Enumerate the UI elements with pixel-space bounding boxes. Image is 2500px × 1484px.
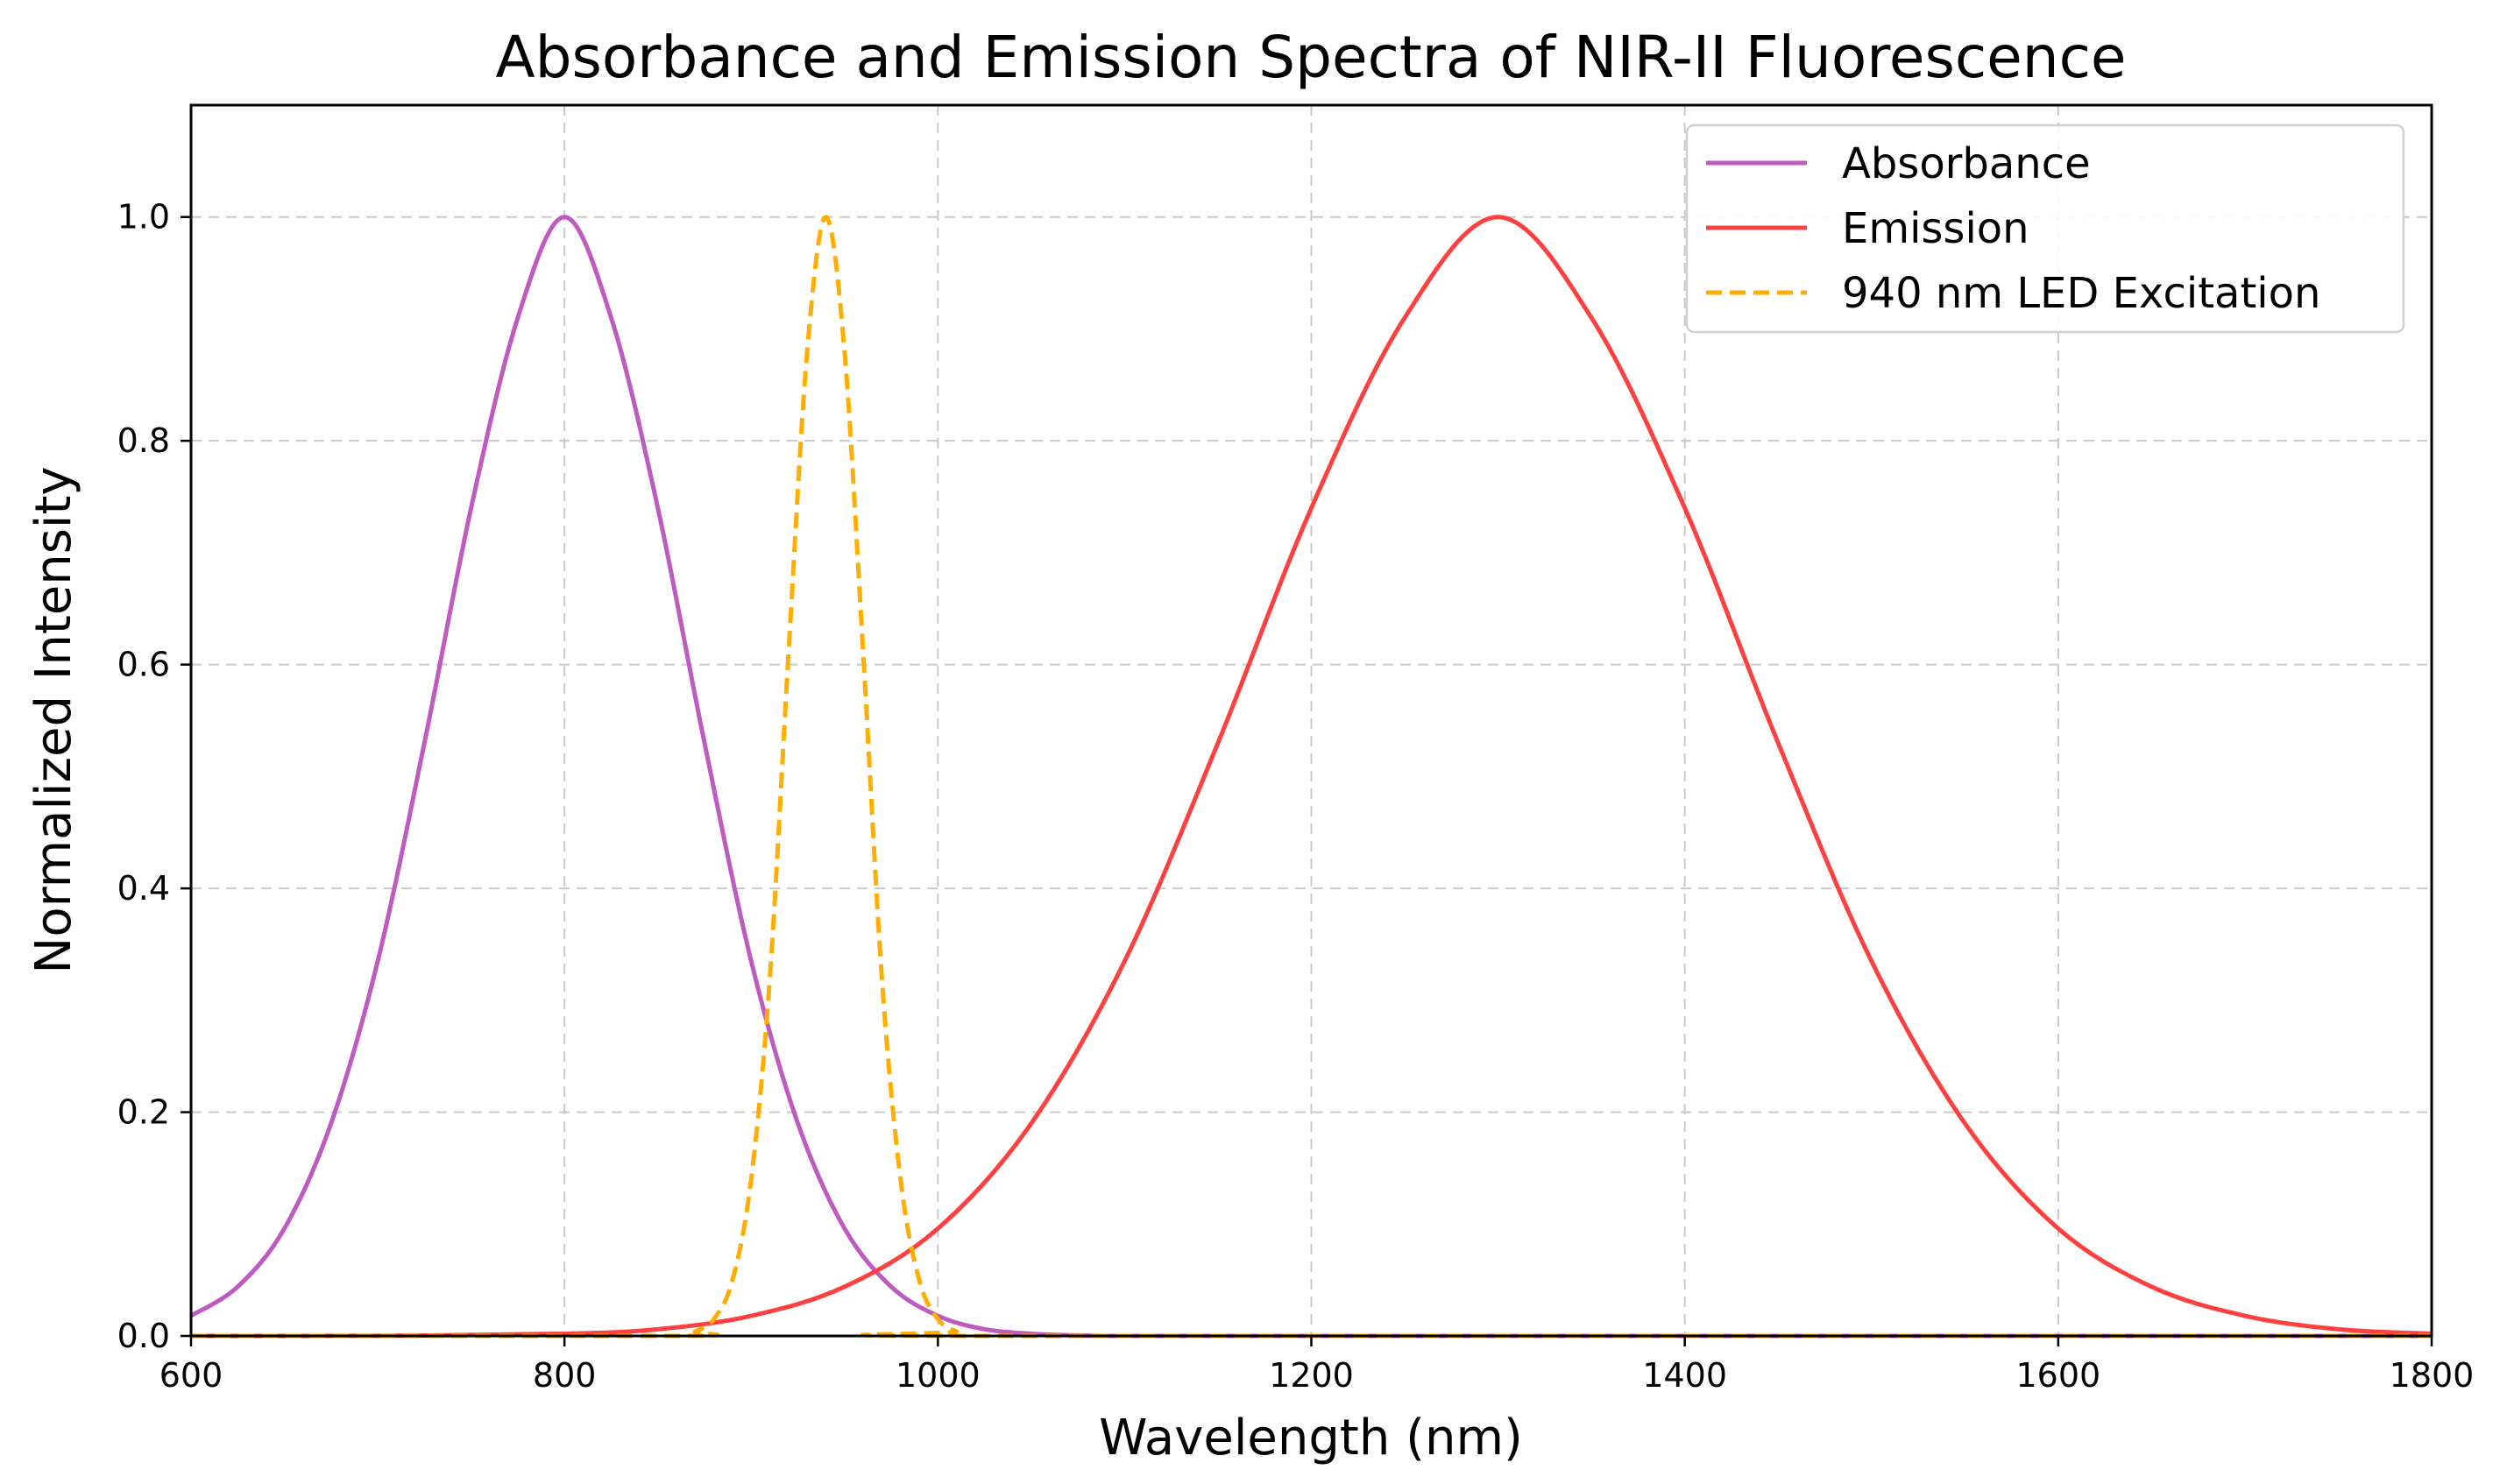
y-tick-label: 0.4 [117, 869, 170, 908]
x-axis: 600 800 1000 1200 1400 1600 1800 [159, 1336, 2475, 1395]
x-tick-label: 1000 [896, 1356, 981, 1395]
x-tick-label: 1600 [2015, 1356, 2100, 1395]
legend-label-absorbance: Absorbance [1842, 139, 2091, 188]
y-tick-label: 0.6 [117, 646, 170, 684]
x-tick-label: 800 [533, 1356, 597, 1395]
legend-label-940-nm-led-excitation: 940 nm LED Excitation [1842, 269, 2320, 318]
x-axis-label: Wavelength (nm) [1099, 1410, 1523, 1466]
x-tick-label: 600 [159, 1356, 223, 1395]
legend-label-emission: Emission [1842, 204, 2029, 253]
y-tick-label: 0.2 [117, 1093, 170, 1132]
x-tick-label: 1200 [1269, 1356, 1354, 1395]
y-axis: 0.0 0.2 0.4 0.6 0.8 1.0 [117, 198, 191, 1355]
legend-box [1685, 124, 2405, 334]
x-tick-label: 1800 [2390, 1356, 2475, 1395]
x-tick-label: 1400 [1642, 1356, 1727, 1395]
y-tick-label: 0.8 [117, 421, 170, 460]
legend: Absorbance Emission 940 nm LED Excitation [1685, 124, 2405, 334]
chart-title: Absorbance and Emission Spectra of NIR-I… [495, 24, 2126, 91]
y-tick-label: 1.0 [117, 198, 170, 237]
y-axis-label: Normalized Intensity [25, 466, 82, 973]
y-tick-label: 0.0 [117, 1317, 170, 1355]
series-line-emission [190, 215, 2433, 1339]
